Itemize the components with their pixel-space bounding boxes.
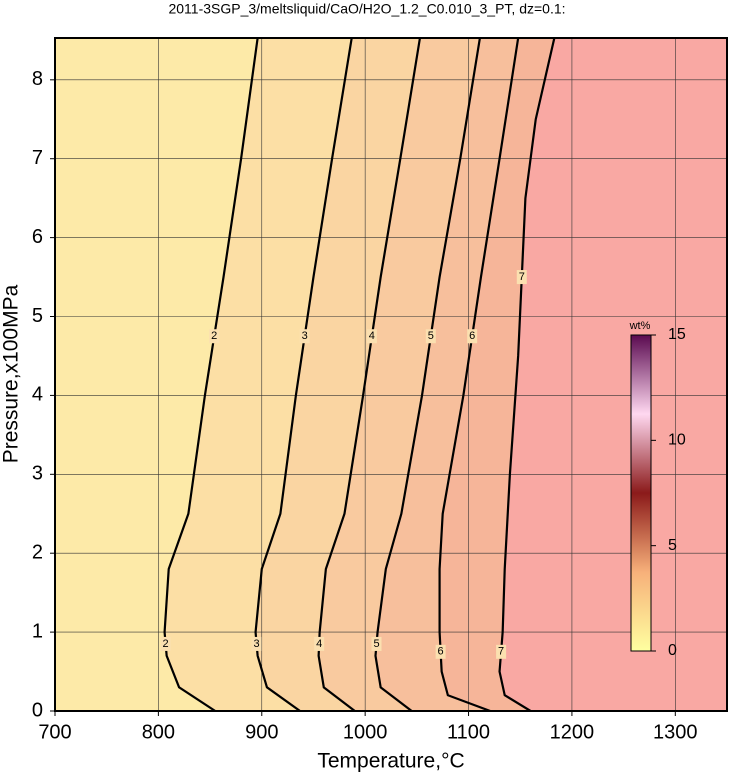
contour-label-bg: [299, 329, 310, 344]
y-tick-label: 1: [32, 620, 43, 642]
colorbar-tick-label: 5: [668, 537, 677, 554]
contour-label-bg: [467, 329, 478, 344]
colorbar: [630, 334, 652, 652]
contour-label: 5: [373, 638, 379, 650]
plot-frame: [54, 37, 728, 712]
x-tick-label: 800: [142, 721, 175, 743]
contour-label: 3: [302, 330, 308, 342]
chart-title: 2011-3SGP_3/meltsliquid/CaO/H2O_1.2_C0.0…: [168, 1, 565, 17]
contour-label: 6: [438, 646, 444, 658]
contour-label-bg: [371, 636, 382, 651]
y-tick-label: 7: [32, 147, 43, 169]
y-axis-label: Pressure,x100MPa: [0, 284, 23, 463]
colorbar-label: wt%: [629, 320, 651, 332]
colorbar-tick-label: 10: [668, 432, 686, 449]
y-tick-label: 0: [32, 699, 43, 721]
contour-line: [438, 38, 520, 711]
contour-label-bg: [516, 270, 527, 285]
contour-label: 5: [428, 330, 434, 342]
x-axis-label: Temperature,°C: [317, 750, 464, 773]
contour-line: [317, 38, 422, 711]
contour-label-bg: [160, 636, 171, 651]
plot-area: 2 2 3 3 4 4 5 5 6 6 7 7: [55, 38, 727, 711]
contour-label: 2: [211, 330, 217, 342]
x-tick-label: 1200: [550, 721, 595, 743]
colorbar-tick-label: 0: [668, 642, 677, 659]
contour-label-bg: [209, 329, 220, 344]
contour-label-bg: [425, 329, 436, 344]
contour-label: 4: [316, 638, 322, 650]
overlay: 700 800 900 1000 1100 1200 1300 0 1 2 3 4 5 6 7 8 0 5 10 15: [32, 68, 698, 743]
contour-line: [374, 38, 481, 711]
x-tick-label: 700: [38, 721, 71, 743]
contour-label: 4: [369, 330, 375, 342]
y-tick-label: 6: [32, 226, 43, 248]
contour-label: 6: [469, 330, 475, 342]
contour-label-bg: [251, 636, 262, 651]
contour-label-bg: [314, 636, 325, 651]
y-tick-label: 5: [32, 305, 43, 327]
y-tick-label: 8: [32, 68, 43, 90]
contour-fill: [499, 38, 727, 711]
contour-label: 2: [163, 638, 169, 650]
contour-label: 7: [498, 646, 504, 658]
contour-label-bg: [366, 329, 377, 344]
contour-label: 7: [519, 271, 525, 283]
contour-line: [163, 38, 259, 711]
y-tick-label: 3: [32, 463, 43, 485]
contour-label: 3: [254, 638, 260, 650]
x-tick-label: 1100: [447, 721, 490, 743]
contour-label-bg: [435, 644, 446, 659]
x-tick-label: 900: [245, 721, 278, 743]
x-tick-label: 1300: [653, 721, 698, 743]
y-tick-label: 4: [32, 384, 43, 406]
y-tick-label: 2: [32, 541, 43, 563]
x-tick-label: 1000: [343, 721, 388, 743]
contour-label-bg: [496, 644, 507, 659]
colorbar-tick-label: 15: [668, 326, 686, 343]
contour-line: [254, 38, 353, 711]
contour-line: [498, 38, 556, 711]
